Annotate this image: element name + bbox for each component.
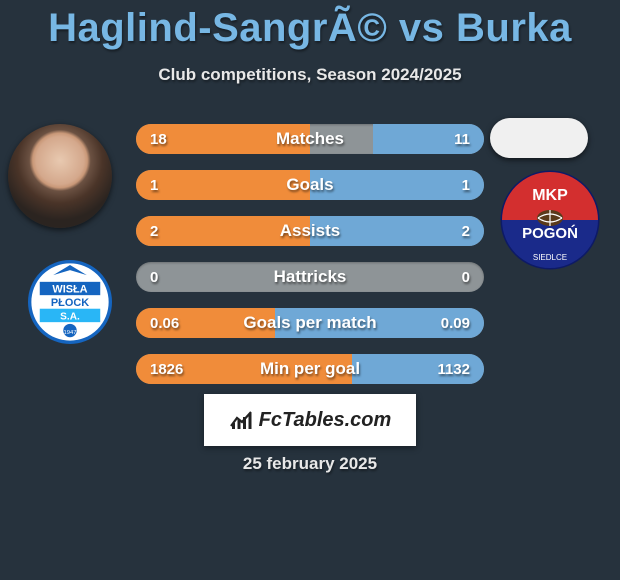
- stat-row: 18261132Min per goal: [136, 354, 484, 384]
- svg-text:WISŁA: WISŁA: [52, 284, 87, 296]
- stat-row: 11Goals: [136, 170, 484, 200]
- chart-icon: [229, 408, 253, 432]
- branding-label: FcTables.com: [259, 409, 392, 432]
- stat-row: 0.060.09Goals per match: [136, 308, 484, 338]
- svg-text:SIEDLCE: SIEDLCE: [533, 253, 567, 262]
- stat-row: 1811Matches: [136, 124, 484, 154]
- svg-text:POGOŃ: POGOŃ: [522, 225, 578, 242]
- stat-label: Goals: [136, 175, 484, 195]
- svg-text:1947: 1947: [63, 330, 76, 336]
- date-label: 25 february 2025: [0, 454, 620, 474]
- stat-row: 22Assists: [136, 216, 484, 246]
- svg-text:MKP: MKP: [532, 187, 568, 204]
- club-badge-right: MKP POGOŃ SIEDLCE: [500, 170, 600, 270]
- stat-row: 00Hattricks: [136, 262, 484, 292]
- player-avatar-left: [8, 124, 112, 228]
- player-avatar-right: [490, 118, 588, 158]
- svg-text:PŁOCK: PŁOCK: [51, 297, 89, 309]
- comparison-card: Haglind-SangrÃ© vs Burka Club competitio…: [0, 0, 620, 580]
- stats-list: 1811Matches 11Goals 22Assists 00Hattricks 0.…: [136, 124, 484, 400]
- stat-label: Min per goal: [136, 359, 484, 379]
- page-title: Haglind-SangrÃ© vs Burka: [0, 0, 620, 51]
- page-subtitle: Club competitions, Season 2024/2025: [0, 65, 620, 85]
- stat-label: Assists: [136, 221, 484, 241]
- stat-label: Matches: [136, 129, 484, 149]
- svg-text:S.A.: S.A.: [60, 312, 80, 323]
- club-badge-left: WISŁA PŁOCK S.A. 1947: [28, 260, 112, 344]
- stat-label: Goals per match: [136, 313, 484, 333]
- stat-label: Hattricks: [136, 267, 484, 287]
- branding-badge: FcTables.com: [204, 394, 416, 446]
